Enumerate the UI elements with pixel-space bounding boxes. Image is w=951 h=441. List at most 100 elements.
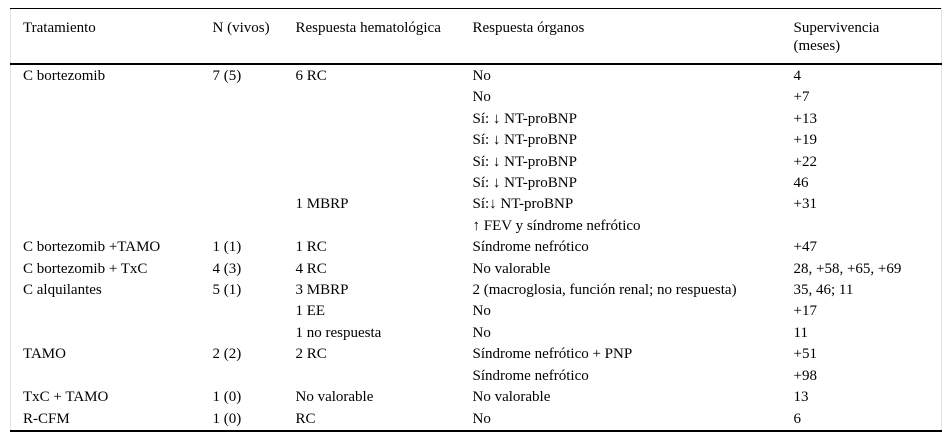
table-row: TAMO 2 (2) 2 RC Síndrome nefrótico + PNP +51 (11, 344, 942, 365)
cell-n-vivos (213, 216, 296, 237)
cell-n-vivos (213, 130, 296, 151)
table-row: Sí: ↓ NT-proBNP +19 (11, 130, 942, 151)
table-row: C bortezomib 7 (5) 6 RC No 4 (11, 64, 942, 87)
cell-respuesta-organos: Sí: ↓ NT-proBNP (472, 110, 577, 127)
cell-respuesta-organos: No (472, 89, 491, 106)
cell-respuesta-organos: No (472, 68, 491, 84)
table-row: C bortezomib + TxC 4 (3) 4 RC No valorable 2… (11, 259, 942, 280)
cell-respuesta-hematologica (296, 130, 473, 151)
cell-n-vivos: 4 (3) (212, 260, 242, 277)
cell-respuesta-hematologica (296, 173, 473, 194)
cell-supervivencia: +17 (793, 303, 817, 320)
cell-tratamiento (11, 173, 213, 194)
cell-tratamiento (11, 366, 213, 387)
table-row: C bortezomib +TAMO 1 (1) 1 RC Síndrome nefr… (11, 237, 942, 258)
cell-n-vivos (213, 87, 296, 108)
cell-respuesta-hematologica (296, 109, 473, 130)
cell-tratamiento (11, 130, 213, 151)
table-row: C alquilantes 5 (1) 3 MBRP 2 (macroglosia, … (11, 280, 942, 301)
cell-supervivencia: 6 (793, 410, 802, 427)
table-row: Sí: ↓ NT-proBNP 46 (11, 173, 942, 194)
cell-respuesta-hematologica (296, 152, 473, 173)
cell-supervivencia: 11 (793, 324, 808, 341)
cell-respuesta-organos: Sí: ↓ NT-proBNP (472, 153, 577, 170)
cell-respuesta-hematologica: 1 MBRP (295, 196, 349, 213)
cell-respuesta-hematologica: 1 no respuesta (295, 324, 382, 341)
cell-supervivencia: +51 (793, 346, 817, 363)
cell-respuesta-organos: No (472, 410, 491, 427)
cell-supervivencia: 35, 46; 11 (793, 282, 854, 299)
cell-supervivencia: +47 (793, 239, 817, 256)
cell-tratamiento (11, 301, 213, 322)
cell-respuesta-organos: Sí: ↓ NT-proBNP (472, 175, 577, 192)
cell-respuesta-hematologica (296, 216, 473, 237)
cell-respuesta-organos: ↑ FEV y síndrome nefrótico (472, 217, 641, 234)
table-header: Tratamiento N (vivos) Respuesta hematoló… (10, 8, 942, 65)
cell-respuesta-hematologica (296, 87, 473, 108)
cell-respuesta-hematologica: 4 RC (295, 260, 327, 277)
cell-respuesta-organos: No (472, 303, 491, 320)
cell-supervivencia: 4 (793, 68, 802, 84)
column-header-supervivencia-line1: Supervivencia (793, 20, 880, 36)
cell-tratamiento (11, 216, 213, 237)
cell-tratamiento (11, 152, 213, 173)
cell-supervivencia: 13 (793, 389, 809, 406)
cell-respuesta-organos: Síndrome nefrótico (472, 239, 589, 256)
cell-tratamiento (11, 194, 213, 215)
cell-respuesta-organos: Síndrome nefrótico + PNP (472, 346, 633, 363)
cell-respuesta-hematologica: 2 RC (295, 346, 327, 363)
column-header-supervivencia-line2: (meses) (793, 38, 841, 54)
table-row: 1 no respuesta No 11 (11, 323, 942, 344)
cell-tratamiento: C bortezomib + TxC (23, 260, 148, 277)
cell-respuesta-hematologica: RC (295, 410, 316, 427)
table-row: TxC + TAMO 1 (0) No valorable No valorable 1… (11, 387, 942, 408)
table-row: R-CFM 1 (0) RC No 6 (11, 409, 942, 431)
cell-tratamiento: C bortezomib (23, 68, 106, 84)
column-header-supervivencia: Supervivencia (meses) (793, 8, 942, 65)
table-row: 1 EE No +17 (11, 301, 942, 322)
table-row: 1 MBRP Sí:↓ NT-proBNP +31 (11, 194, 942, 215)
cell-tratamiento: R-CFM (23, 410, 70, 427)
cell-n-vivos: 1 (0) (212, 389, 242, 406)
cell-respuesta-hematologica: 3 MBRP (295, 282, 349, 299)
cell-n-vivos (213, 173, 296, 194)
table-row: No +7 (11, 87, 942, 108)
cell-respuesta-hematologica: 6 RC (295, 68, 327, 84)
cell-n-vivos (213, 323, 296, 344)
column-header-n-vivos: N (vivos) (212, 8, 296, 65)
cell-supervivencia: +7 (793, 89, 810, 106)
cell-n-vivos: 5 (1) (212, 282, 242, 299)
cell-tratamiento (11, 109, 213, 130)
cell-respuesta-organos: 2 (macroglosia, función renal; no respue… (472, 282, 737, 299)
cell-n-vivos: 1 (1) (212, 239, 242, 256)
cell-supervivencia: +13 (793, 110, 817, 127)
cell-supervivencia: +22 (793, 153, 817, 170)
cell-n-vivos (213, 366, 296, 387)
cell-respuesta-hematologica: 1 EE (295, 303, 326, 320)
cell-tratamiento: C bortezomib +TAMO (23, 239, 161, 256)
cell-respuesta-organos: No valorable (472, 389, 551, 406)
cell-supervivencia: 46 (793, 175, 809, 192)
cell-n-vivos (213, 301, 296, 322)
cell-supervivencia: +98 (793, 367, 817, 384)
cell-supervivencia: +19 (793, 132, 817, 149)
cell-n-vivos (213, 109, 296, 130)
table-row: Sí: ↓ NT-proBNP +22 (11, 152, 942, 173)
cell-n-vivos: 1 (0) (212, 410, 242, 427)
cell-tratamiento (11, 323, 213, 344)
cell-n-vivos: 2 (2) (212, 346, 242, 363)
cell-respuesta-hematologica: 1 RC (295, 239, 327, 256)
cell-tratamiento: TxC + TAMO (23, 389, 109, 406)
cell-n-vivos: 7 (5) (212, 68, 242, 84)
cell-tratamiento: C alquilantes (23, 282, 102, 299)
cell-supervivencia: +31 (793, 196, 817, 213)
treatment-outcomes-table: Tratamiento N (vivos) Respuesta hematoló… (10, 8, 942, 432)
cell-respuesta-hematologica: No valorable (295, 389, 374, 406)
table-row: Síndrome nefrótico +98 (11, 366, 942, 387)
table-row: ↑ FEV y síndrome nefrótico (11, 216, 942, 237)
table-row: Sí: ↓ NT-proBNP +13 (11, 109, 942, 130)
column-header-respuesta-organos: Respuesta órganos (472, 8, 794, 65)
cell-tratamiento: TAMO (23, 346, 66, 363)
cell-respuesta-organos: No valorable (472, 260, 551, 277)
cell-respuesta-organos: Síndrome nefrótico (472, 367, 589, 384)
